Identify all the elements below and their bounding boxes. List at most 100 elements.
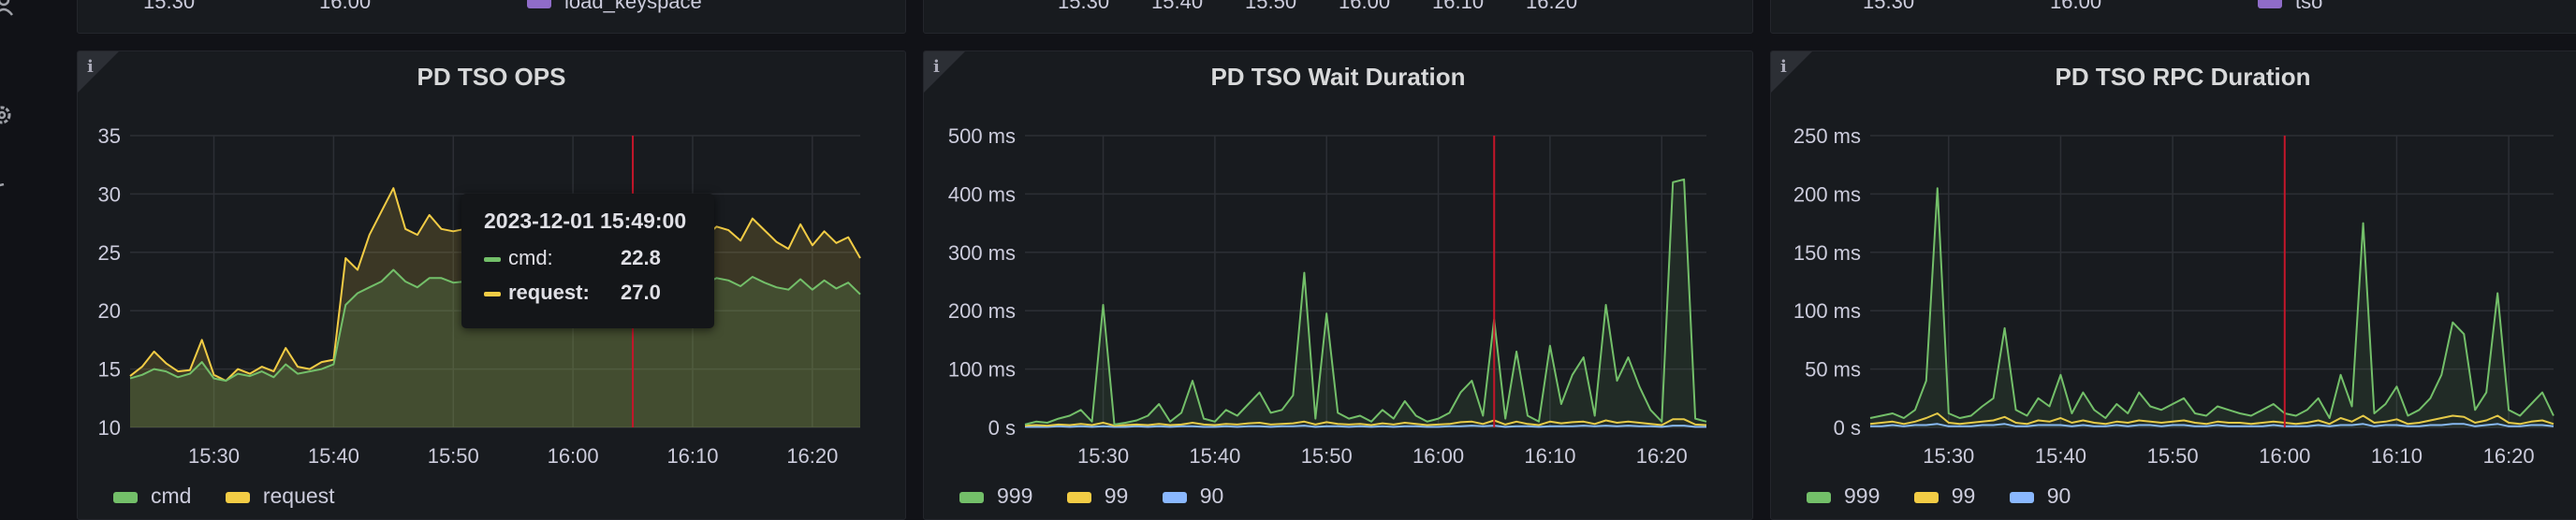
- chart-svg[interactable]: 0 s 100 ms 200 ms 300 ms 400 ms 500 ms 15:30 15…: [924, 51, 1752, 519]
- x-tick-label: 16:00: [548, 444, 599, 468]
- x-tick-label: 16:10: [1432, 0, 1485, 13]
- gear-icon[interactable]: [0, 103, 13, 125]
- panel-pd-tso-rpc-duration: i PD TSO RPC Duration 0 s 50 ms 100 ms 150 …: [1770, 51, 2576, 520]
- y-tick-label: 100 ms: [948, 358, 1016, 382]
- x-tick-label: 15:40: [2035, 444, 2086, 468]
- hover-tooltip: 2023-12-01 15:49:00 cmd: 22.8 request: 2…: [461, 194, 714, 328]
- legend-swatch: [527, 0, 551, 9]
- x-tick-label: 15:40: [1151, 0, 1204, 13]
- panel-corner: [1771, 51, 1812, 93]
- info-icon[interactable]: i: [87, 57, 94, 77]
- tooltip-value: 27.0: [621, 281, 661, 304]
- y-tick-label: 250 ms: [1793, 124, 1861, 148]
- series-line: [1024, 418, 1707, 427]
- legend-item-99[interactable]: 99: [1913, 484, 1975, 508]
- x-tick-label: 16:00: [1339, 0, 1391, 13]
- y-tick-label: 25: [98, 241, 121, 265]
- legend-item-90[interactable]: 90: [1162, 484, 1223, 508]
- y-tick-label: 200 ms: [948, 299, 1016, 323]
- sidebar: [0, 0, 52, 505]
- panel-pd-tso-wait-duration: i PD TSO Wait Duration 0 s 100 ms 200 ms 30…: [923, 51, 1753, 520]
- series-line: [1869, 187, 2554, 419]
- x-tick-label: 16:10: [666, 444, 718, 468]
- x-tick-label: 16:20: [1636, 444, 1688, 468]
- legend: cmd request: [113, 484, 363, 509]
- y-tick-label: 0 s: [988, 416, 1016, 440]
- y-tick-label: 20: [98, 299, 121, 323]
- legend: 999 99 90: [1807, 484, 2099, 509]
- legend-item-999[interactable]: 999: [959, 484, 1032, 508]
- x-tick-label: 16:00: [1412, 444, 1464, 468]
- x-tick-label: 15:30: [1077, 444, 1129, 468]
- x-tick-label: 15:50: [1301, 444, 1353, 468]
- panel-title[interactable]: PD TSO OPS: [417, 63, 566, 91]
- y-tick-label: 10: [98, 416, 121, 440]
- legend-swatch: [959, 491, 984, 503]
- x-tick-label: 16:10: [2371, 444, 2422, 468]
- y-tick-label: 200 ms: [1793, 182, 1861, 206]
- info-icon[interactable]: i: [1780, 57, 1787, 77]
- top-panel-1: 15:30 16:00 load_keyspace: [77, 0, 906, 34]
- legend-item-cmd[interactable]: cmd: [113, 484, 191, 508]
- y-tick-label: 150 ms: [1793, 241, 1861, 265]
- legend-swatch: [113, 491, 138, 503]
- legend: 999 99 90: [959, 484, 1251, 509]
- x-tick-label: 16:20: [2483, 444, 2535, 468]
- series-line: [1870, 423, 2554, 427]
- y-tick-label: 300 ms: [948, 241, 1016, 265]
- user-icon[interactable]: [0, 0, 13, 17]
- x-tick-label: 16:20: [786, 444, 838, 468]
- panel-title[interactable]: PD TSO RPC Duration: [2055, 63, 2311, 91]
- legend-swatch: [2258, 0, 2282, 9]
- top-panel-2: 15:30 15:40 15:50 16:00 16:10 16:20: [923, 0, 1753, 34]
- x-tick-label: 15:50: [428, 444, 479, 468]
- series-area: [1870, 188, 2554, 427]
- chart-svg[interactable]: 0 s 50 ms 100 ms 150 ms 200 ms 250 ms 15:30 15:…: [1771, 51, 2576, 519]
- top-panel-3: 15:30 16:00 tso: [1770, 0, 2576, 34]
- shield-icon[interactable]: [0, 182, 13, 206]
- tooltip-row-request: request: 27.0: [484, 281, 661, 305]
- legend-swatch: [1913, 491, 1939, 503]
- legend-swatch: [1066, 491, 1091, 503]
- series-line: [1869, 412, 2554, 426]
- x-tick-label: 15:40: [1189, 444, 1240, 468]
- x-tick-label: 16:20: [1526, 0, 1578, 13]
- y-tick-label: 100 ms: [1793, 299, 1861, 323]
- x-tick-label: 16:10: [1524, 444, 1575, 468]
- legend-swatch: [1807, 491, 1831, 503]
- tooltip-time: 2023-12-01 15:49:00: [484, 209, 687, 233]
- y-tick-label: 500 ms: [948, 124, 1016, 148]
- panel-corner: [924, 51, 965, 93]
- tooltip-swatch: [484, 291, 501, 296]
- legend-item-90[interactable]: 90: [2009, 484, 2071, 508]
- x-tick-label: 16:00: [2259, 444, 2310, 468]
- x-tick-label: 15:30: [1863, 0, 1915, 13]
- y-tick-label: 400 ms: [948, 182, 1016, 206]
- x-tick-label: 15:40: [308, 444, 359, 468]
- y-tick-label: 35: [98, 124, 121, 148]
- x-tick-label: 15:30: [188, 444, 240, 468]
- series-line: [1024, 178, 1707, 426]
- panel-corner: [78, 51, 119, 93]
- series-area: [1025, 179, 1706, 428]
- x-tick-label: 15:30: [1923, 444, 1974, 468]
- x-tick-label: 16:00: [2050, 0, 2102, 13]
- legend-swatch: [2009, 491, 2034, 503]
- x-tick-label: 15:50: [1245, 0, 1297, 13]
- legend-item-request[interactable]: request: [225, 484, 335, 508]
- x-tick-label: 15:50: [2147, 444, 2199, 468]
- y-tick-label: 50 ms: [1805, 358, 1861, 382]
- legend-item-99[interactable]: 99: [1066, 484, 1128, 508]
- legend-item-999[interactable]: 999: [1807, 484, 1880, 508]
- legend-swatch: [1162, 491, 1187, 503]
- panel-title[interactable]: PD TSO Wait Duration: [1210, 63, 1466, 91]
- legend-item-load-keyspace[interactable]: load_keyspace: [527, 0, 702, 14]
- info-icon[interactable]: i: [933, 57, 940, 77]
- legend-item-tso[interactable]: tso: [2258, 0, 2322, 14]
- tooltip-swatch: [484, 256, 501, 262]
- x-tick-label: 15:30: [143, 0, 196, 13]
- y-tick-label: 30: [98, 182, 121, 206]
- x-tick-label: 16:00: [319, 0, 372, 13]
- tooltip-value: 22.8: [621, 246, 661, 269]
- y-tick-label: 15: [98, 358, 121, 382]
